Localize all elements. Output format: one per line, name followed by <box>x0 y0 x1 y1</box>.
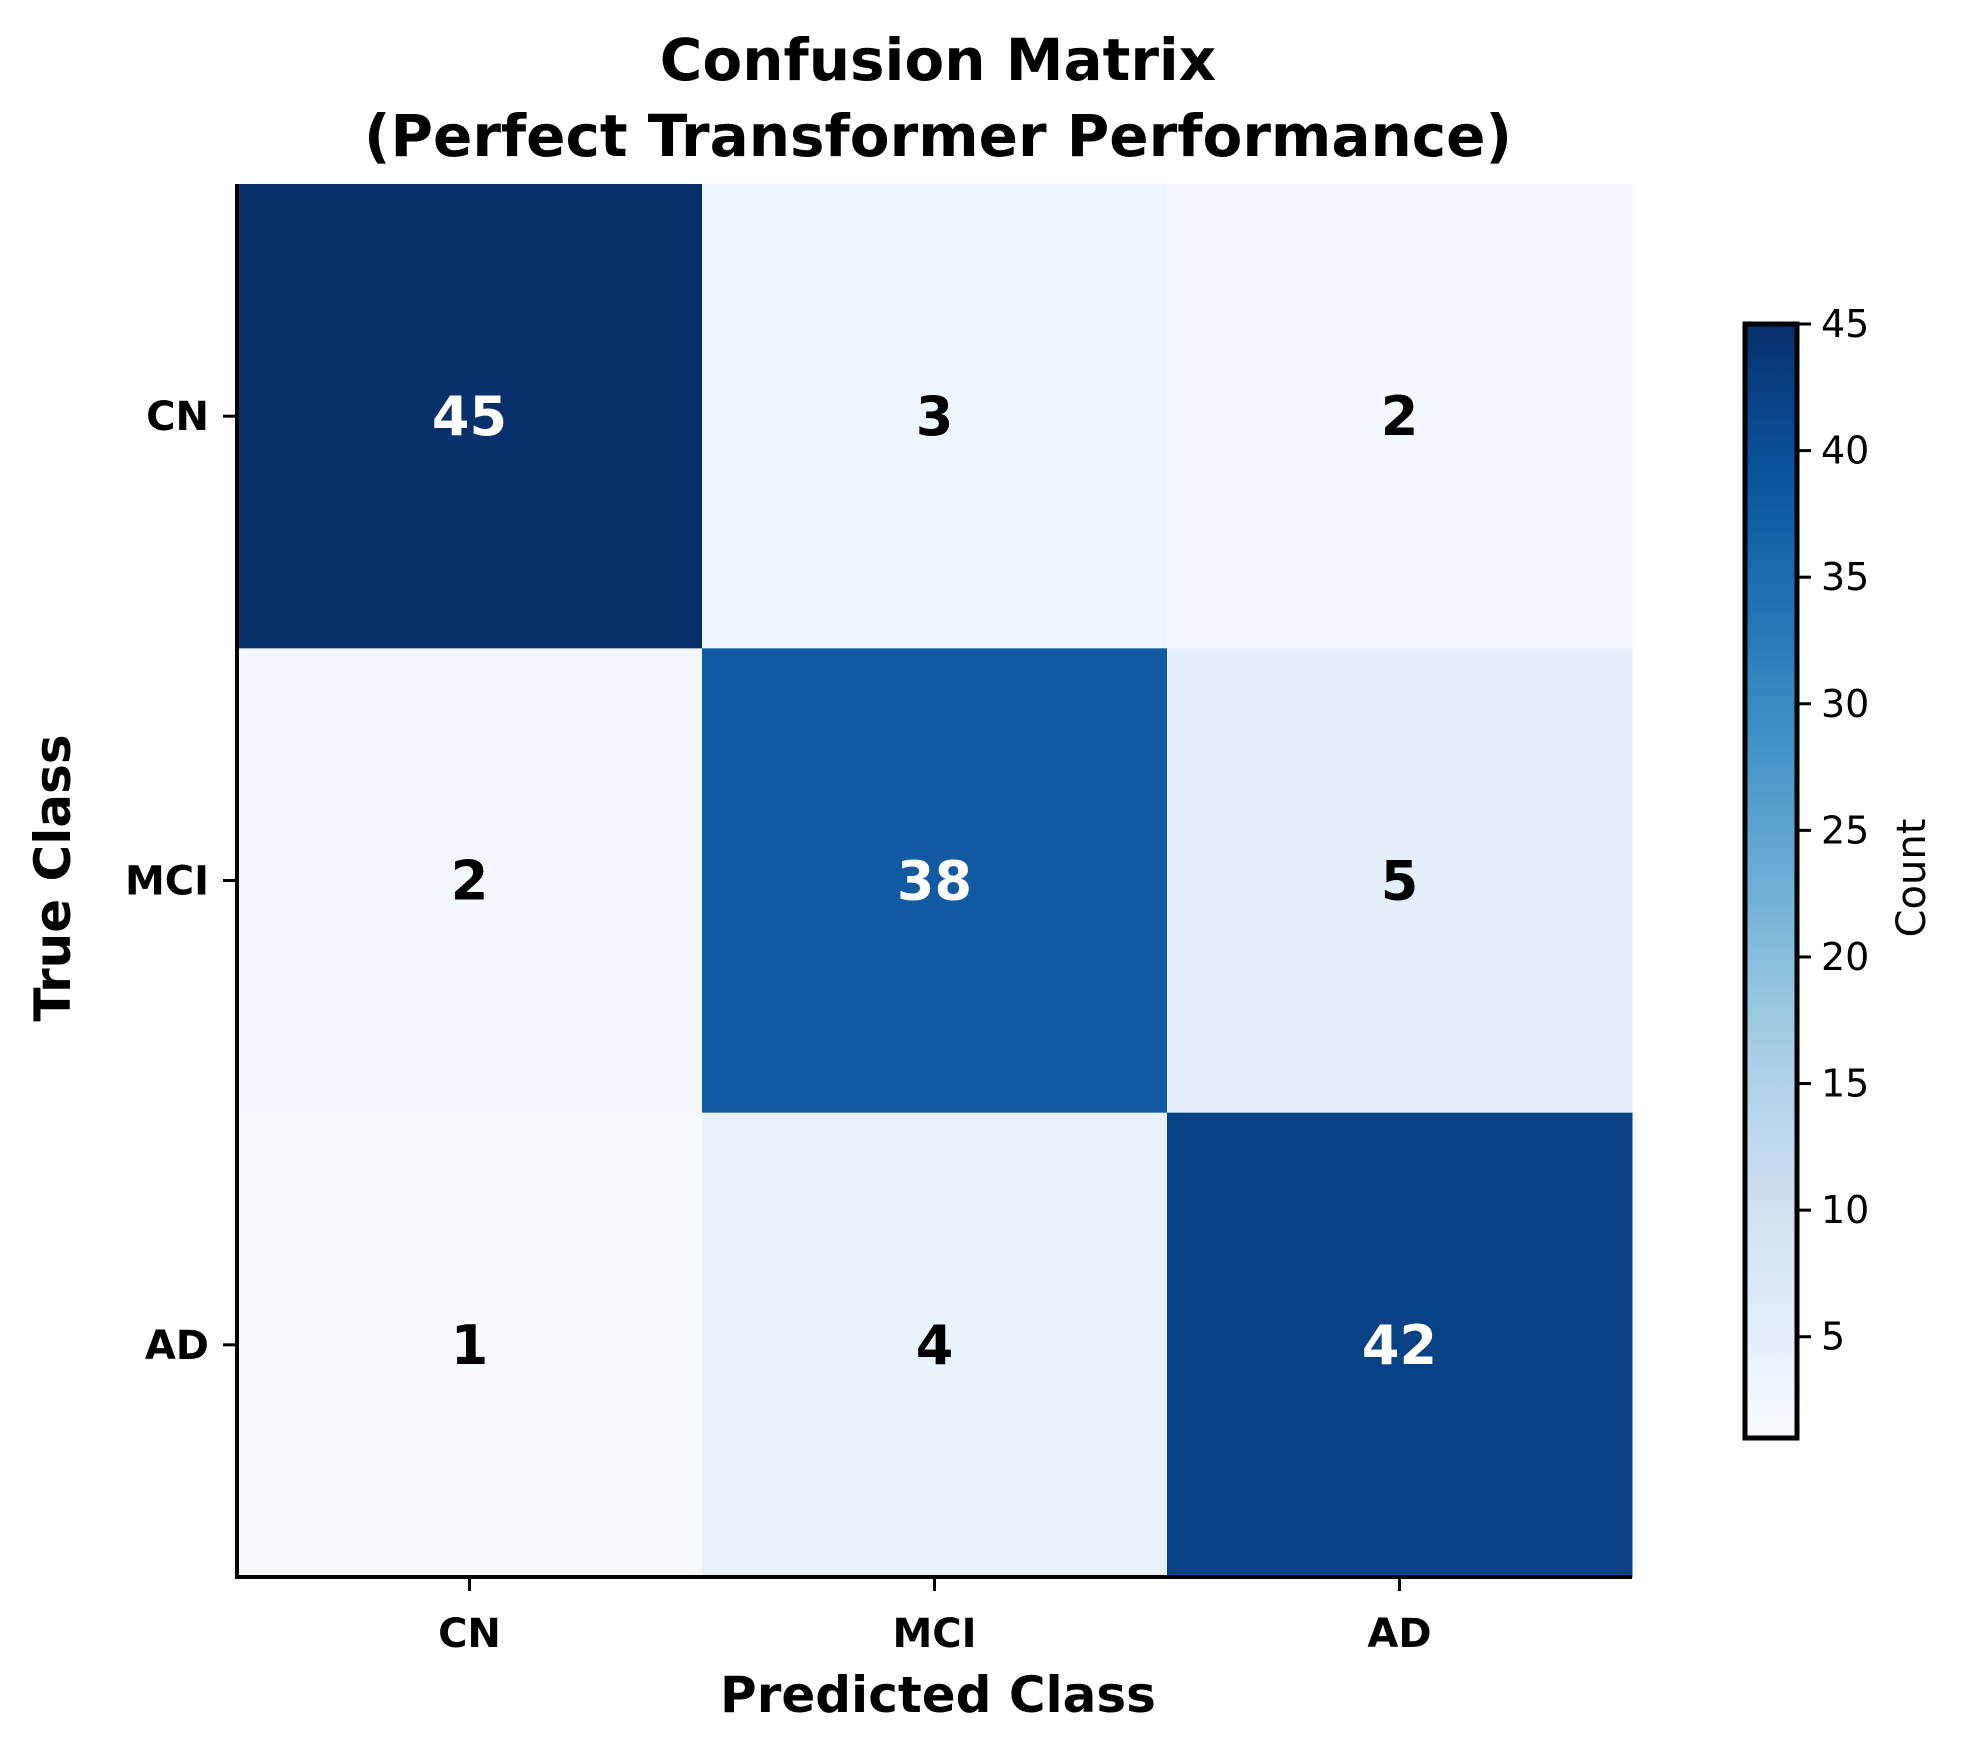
y-tick-label: MCI <box>125 859 209 905</box>
colorbar: 5 10 15 20 25 30 35 40 45 <box>1742 302 1869 1441</box>
cell-mci-cn <box>237 648 703 1114</box>
cell-mci-ad <box>1167 648 1633 1114</box>
colorbar-tick-label: 15 <box>1821 1062 1869 1106</box>
x-axis-label: Predicted Class <box>720 1666 1156 1724</box>
cell-cn-ad <box>1167 184 1633 649</box>
x-tick-label: CN <box>438 1611 501 1657</box>
cell-value-label: 5 <box>1381 850 1419 913</box>
colorbar-tick-label: 5 <box>1821 1315 1845 1359</box>
colorbar-gradient <box>1745 324 1797 1438</box>
chart-title-line-2: (Perfect Transformer Performance) <box>364 102 1512 170</box>
chart-title-line-1: Confusion Matrix <box>660 26 1216 94</box>
y-tick-label: CN <box>146 394 209 440</box>
colorbar-tick-label: 35 <box>1821 555 1869 599</box>
cell-value-label: 45 <box>432 385 507 448</box>
colorbar-frame <box>1742 321 1800 1441</box>
cell-mci-mci <box>702 648 1168 1114</box>
colorbar-tick-label: 30 <box>1821 682 1869 726</box>
heatmap-cell-labels: 45 3 2 2 38 5 1 4 42 <box>432 385 1437 1377</box>
cell-cn-cn <box>237 184 703 649</box>
cell-ad-mci <box>702 1112 1168 1578</box>
cell-value-label: 42 <box>1362 1314 1437 1377</box>
cell-value-label: 1 <box>451 1314 489 1377</box>
colorbar-tick-label: 40 <box>1821 429 1869 473</box>
x-tick-label: MCI <box>892 1611 976 1657</box>
y-axis-label: True Class <box>24 734 82 1021</box>
colorbar-label: Count <box>1889 819 1935 938</box>
cell-value-label: 3 <box>916 385 954 448</box>
cell-ad-ad <box>1167 1112 1633 1578</box>
cell-value-label: 38 <box>897 850 972 913</box>
colorbar-tick-label: 20 <box>1821 935 1869 979</box>
cell-cn-mci <box>702 184 1168 649</box>
colorbar-tick-label: 10 <box>1821 1188 1869 1232</box>
cell-value-label: 4 <box>916 1314 954 1377</box>
colorbar-tick-label: 45 <box>1821 302 1869 346</box>
y-tick-label: AD <box>145 1323 209 1369</box>
heatmap-cells <box>237 184 1633 1578</box>
cell-value-label: 2 <box>451 850 489 913</box>
y-ticks: CN MCI AD <box>125 394 237 1369</box>
x-tick-label: AD <box>1367 1611 1431 1657</box>
colorbar-tick-label: 25 <box>1821 808 1869 852</box>
x-ticks: CN MCI AD <box>438 1577 1432 1657</box>
cell-value-label: 2 <box>1381 385 1419 448</box>
cell-ad-cn <box>237 1112 703 1578</box>
